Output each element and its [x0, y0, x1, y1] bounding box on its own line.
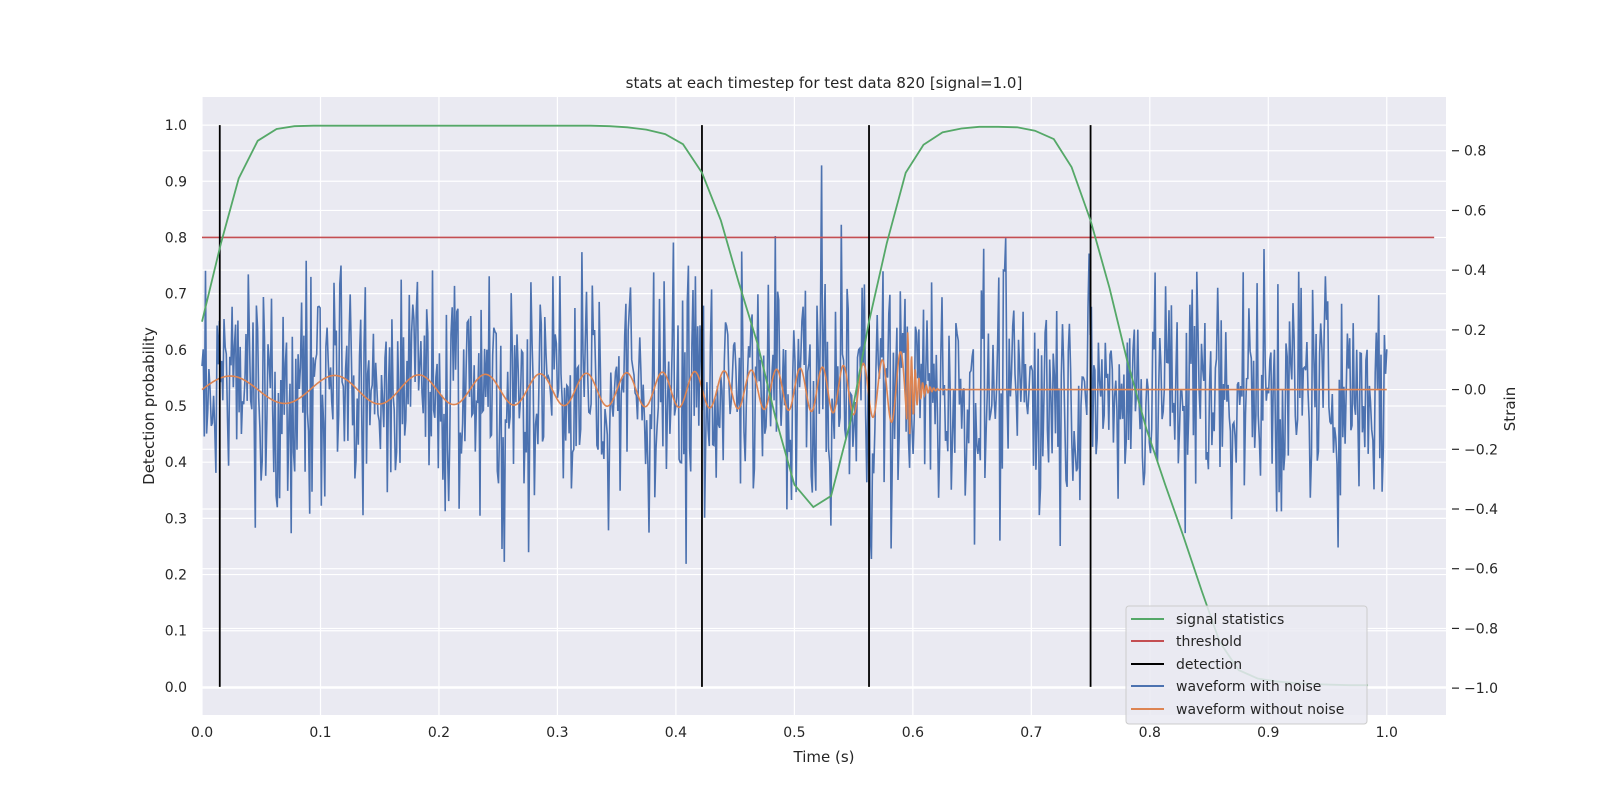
legend-label-threshold: threshold [1176, 634, 1242, 650]
legend-label-waveform-without-noise: waveform without noise [1176, 702, 1344, 718]
y-left-tick-label: 0.5 [165, 399, 187, 415]
y-right-tick-label: −0.8 [1464, 621, 1498, 637]
series-waveform-without-noise [201, 332, 1387, 435]
series-signal-statistics [201, 124, 1368, 687]
legend-box [1125, 605, 1368, 725]
x-tick-label: 0.4 [665, 725, 687, 741]
series-waveform-with-noise [201, 165, 1388, 564]
y-axis-right-label: Strain [1501, 387, 1519, 431]
x-axis-label: Time (s) [793, 748, 855, 766]
x-tick-label: 0.8 [1139, 725, 1161, 741]
y-left-tick-label: 0.9 [165, 174, 187, 190]
chart-title: stats at each timestep for test data 820… [626, 74, 1023, 92]
y-right-tick-label: 0.6 [1464, 203, 1486, 219]
legend-label-waveform-with-noise: waveform with noise [1176, 679, 1321, 695]
y-axis-right-ticks: −1.0 −0.8 −0.6 −0.4 −0.2 0.0 0.2 0.4 0.6 0.8 [1452, 144, 1498, 697]
y-left-tick-label: 0.4 [165, 455, 187, 471]
x-tick-label: 0.5 [783, 725, 805, 741]
series-layer [201, 124, 1435, 687]
x-tick-label: 0.7 [1020, 725, 1042, 741]
y-right-tick-label: 0.4 [1464, 263, 1486, 279]
y-right-tick-label: 0.8 [1464, 144, 1486, 160]
x-tick-label: 0.6 [902, 725, 924, 741]
y-right-tick-label: −1.0 [1464, 681, 1498, 697]
x-tick-label: 0.1 [309, 725, 331, 741]
y-left-tick-label: 0.2 [165, 568, 187, 584]
y-left-tick-label: 0.6 [165, 343, 187, 359]
x-tick-label: 0.3 [546, 725, 568, 741]
y-right-tick-label: 0.2 [1464, 323, 1486, 339]
y-left-tick-label: 0.1 [165, 624, 187, 640]
y-axis-left-ticks: 0.0 0.1 0.2 0.3 0.4 0.5 0.6 0.7 0.8 0.9 1.0 [165, 118, 187, 696]
x-tick-label: 0.2 [428, 725, 450, 741]
x-axis-ticks: 0.0 0.1 0.2 0.3 0.4 0.5 0.6 0.7 0.8 0.9 1.0 [191, 725, 1398, 741]
legend-label-detection: detection [1176, 657, 1242, 673]
x-tick-label: 0.9 [1257, 725, 1279, 741]
y-left-tick-label: 1.0 [165, 118, 187, 134]
y-left-tick-label: 0.8 [165, 230, 187, 246]
y-left-tick-label: 0.7 [165, 287, 187, 303]
legend: signal statistics threshold detection wa… [1125, 605, 1368, 725]
y-right-tick-label: 0.0 [1464, 383, 1486, 399]
legend-label-signal-statistics: signal statistics [1176, 612, 1284, 628]
x-tick-label: 0.0 [191, 725, 213, 741]
x-tick-label: 1.0 [1376, 725, 1398, 741]
y-left-tick-label: 0.3 [165, 511, 187, 527]
y-right-tick-label: −0.6 [1464, 562, 1498, 578]
y-left-tick-label: 0.0 [165, 680, 187, 696]
y-right-tick-label: −0.2 [1464, 442, 1498, 458]
y-axis-left-label: Detection probability [140, 327, 158, 485]
y-right-tick-label: −0.4 [1464, 502, 1498, 518]
